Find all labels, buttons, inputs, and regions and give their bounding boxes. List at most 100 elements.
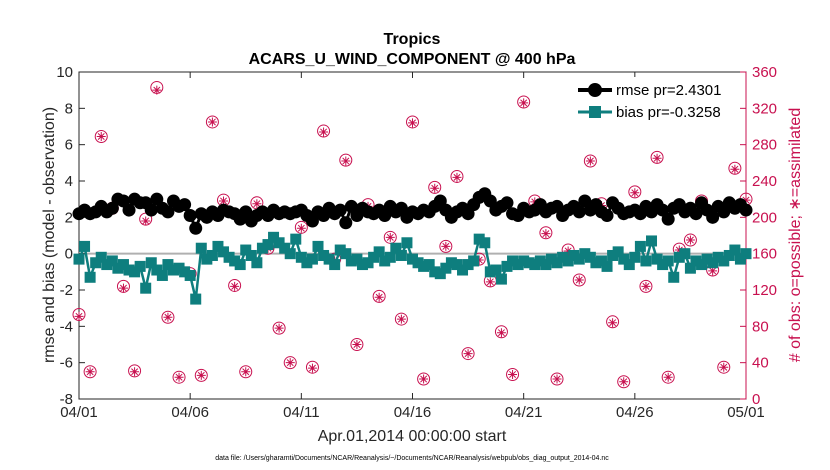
legend-bias-marker bbox=[589, 106, 601, 118]
rmse-point bbox=[144, 203, 158, 217]
obs-possible-point bbox=[317, 124, 331, 138]
rmse-series bbox=[72, 187, 753, 235]
rmse-point bbox=[161, 205, 175, 219]
y-tick-label: 2 bbox=[65, 209, 73, 226]
legend-rmse-label: rmse pr=2.4301 bbox=[616, 82, 721, 99]
obs-assimilated-point bbox=[619, 377, 629, 387]
obs-assimilated-point bbox=[541, 229, 551, 239]
bias-point bbox=[256, 242, 268, 254]
bias-point bbox=[279, 242, 291, 254]
obs-possible-point bbox=[428, 180, 442, 194]
bias-point bbox=[90, 257, 102, 269]
obs-possible-point bbox=[628, 185, 642, 199]
bias-series bbox=[73, 231, 752, 305]
chart-subtitle: ACARS_U_WIND_COMPONENT @ 400 hPa bbox=[249, 51, 576, 68]
obs-assimilated-point bbox=[374, 292, 384, 302]
y-tick-label: -6 bbox=[60, 355, 73, 372]
obs-possible-point bbox=[350, 338, 364, 351]
bias-point bbox=[607, 249, 619, 261]
rmse-point bbox=[189, 221, 203, 235]
obs-assimilated-point bbox=[130, 367, 140, 377]
bias-point bbox=[212, 240, 224, 252]
obs-assimilated-point bbox=[652, 153, 662, 163]
y-tick-label: -8 bbox=[60, 391, 73, 408]
obs-possible-point bbox=[394, 312, 408, 326]
obs-possible-series bbox=[72, 80, 753, 389]
bias-point bbox=[407, 253, 418, 265]
bias-point bbox=[223, 251, 235, 263]
obs-possible-point bbox=[583, 154, 597, 168]
bias-point bbox=[390, 242, 402, 254]
bias-point bbox=[306, 253, 318, 265]
obs-assimilated-point bbox=[685, 235, 695, 245]
rmse-point bbox=[183, 209, 197, 223]
obs-assimilated-point bbox=[241, 367, 251, 377]
bias-point bbox=[723, 249, 735, 261]
bias-point bbox=[218, 246, 230, 258]
y2-tick-label: 320 bbox=[752, 100, 777, 117]
legend-box bbox=[574, 77, 740, 123]
bias-point bbox=[362, 257, 374, 269]
obs-possible-point bbox=[683, 233, 697, 247]
bias-point bbox=[156, 269, 168, 281]
bias-point bbox=[445, 257, 457, 269]
obs-assimilated-point bbox=[452, 172, 462, 182]
bias-point bbox=[451, 259, 463, 271]
obs-assimilated-point bbox=[285, 358, 295, 368]
obs-possible-point bbox=[461, 347, 475, 361]
bias-point bbox=[73, 253, 85, 265]
bias-point bbox=[368, 251, 380, 263]
bias-point bbox=[351, 253, 363, 265]
bias-point bbox=[490, 264, 502, 276]
bias-point bbox=[673, 251, 685, 263]
y2-tick-label: 240 bbox=[752, 173, 777, 190]
bias-point bbox=[423, 259, 435, 271]
obs-possible-point bbox=[194, 368, 208, 382]
legend-bias-label: bias pr=-0.3258 bbox=[616, 104, 721, 121]
bias-point bbox=[334, 244, 346, 256]
bias-point bbox=[696, 259, 708, 271]
rmse-point bbox=[122, 203, 136, 217]
bias-point bbox=[601, 260, 613, 272]
bias-point bbox=[106, 255, 118, 267]
bias-point bbox=[340, 248, 352, 260]
obs-assimilated-point bbox=[385, 232, 395, 242]
bias-point bbox=[179, 266, 191, 278]
bias-point bbox=[579, 248, 591, 260]
obs-possible-point bbox=[239, 365, 253, 379]
rmse-point bbox=[689, 207, 703, 221]
bias-point bbox=[462, 259, 474, 271]
bias-point bbox=[734, 253, 746, 265]
y-tick-label: 10 bbox=[56, 64, 73, 81]
bias-point bbox=[562, 255, 574, 267]
bias-point bbox=[79, 240, 91, 252]
bias-point bbox=[429, 266, 441, 278]
y2-tick-label: 40 bbox=[752, 355, 769, 372]
chart-title: Tropics bbox=[384, 31, 441, 48]
bias-point bbox=[201, 253, 213, 265]
bias-point bbox=[612, 246, 624, 258]
obs-assimilated-point bbox=[141, 216, 151, 226]
bias-point bbox=[290, 233, 302, 245]
bias-point bbox=[401, 237, 413, 249]
rmse-point bbox=[739, 203, 753, 217]
bias-point bbox=[418, 260, 430, 272]
obs-possible-point bbox=[172, 370, 186, 384]
bias-point bbox=[117, 259, 129, 271]
obs-possible-point bbox=[128, 364, 142, 378]
obs-possible-point bbox=[383, 230, 397, 244]
obs-possible-point bbox=[372, 289, 386, 303]
y-tick-label: -4 bbox=[60, 318, 73, 335]
obs-assimilated-point bbox=[552, 374, 562, 384]
bias-point bbox=[373, 246, 385, 258]
data-file-footnote: data file: /Users/gharamti/Documents/NCA… bbox=[215, 455, 609, 462]
bias-point bbox=[540, 259, 552, 271]
y-tick-label: -2 bbox=[60, 282, 73, 299]
rmse-point bbox=[572, 205, 586, 219]
obs-possible-point bbox=[517, 95, 531, 109]
obs-assimilated-point bbox=[319, 127, 329, 137]
bias-point bbox=[251, 257, 263, 269]
bias-point bbox=[345, 255, 357, 267]
obs-possible-point bbox=[417, 372, 431, 386]
